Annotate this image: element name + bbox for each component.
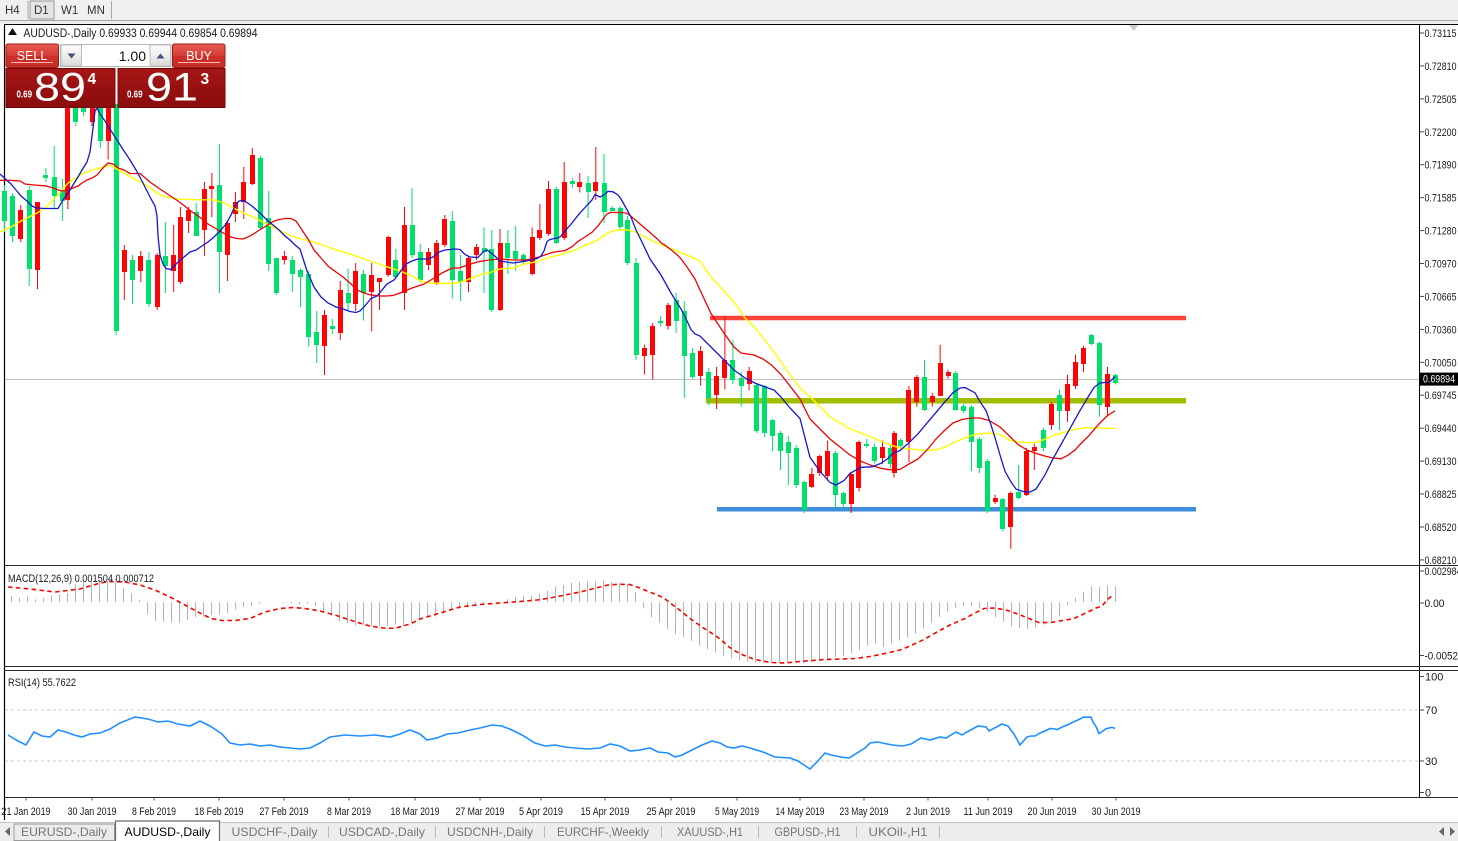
svg-text:3: 3 <box>201 71 210 88</box>
svg-text:30: 30 <box>1425 756 1437 768</box>
svg-text:0.69: 0.69 <box>17 90 33 101</box>
svg-text:0.69894: 0.69894 <box>1423 374 1455 386</box>
svg-text:89: 89 <box>34 66 86 110</box>
svg-text:0.71585: 0.71585 <box>1425 193 1457 205</box>
svg-text:W1: W1 <box>61 5 78 17</box>
svg-text:0.72505: 0.72505 <box>1425 94 1457 106</box>
svg-text:0.70050: 0.70050 <box>1425 357 1457 369</box>
svg-text:MN: MN <box>87 5 105 17</box>
svg-text:0.68210: 0.68210 <box>1425 555 1457 567</box>
svg-text:0.71280: 0.71280 <box>1425 226 1457 238</box>
svg-text:0.00: 0.00 <box>1425 598 1445 610</box>
svg-text:0.70360: 0.70360 <box>1425 324 1457 336</box>
svg-text:18 Mar 2019: 18 Mar 2019 <box>391 806 440 818</box>
svg-text:0.73115: 0.73115 <box>1425 28 1457 40</box>
svg-text:4: 4 <box>88 71 97 88</box>
svg-text:5 Apr 2019: 5 Apr 2019 <box>519 806 563 818</box>
svg-text:0: 0 <box>1425 788 1431 800</box>
svg-text:0.72810: 0.72810 <box>1425 61 1457 73</box>
svg-text:EURUSD-,Daily: EURUSD-,Daily <box>21 825 107 839</box>
svg-text:USDCNH-,Daily: USDCNH-,Daily <box>447 825 533 839</box>
svg-text:0.69745: 0.69745 <box>1425 390 1457 402</box>
svg-text:11 Jun 2019: 11 Jun 2019 <box>964 806 1013 818</box>
svg-text:0.72200: 0.72200 <box>1425 127 1457 139</box>
svg-text:EURCHF-,Weekly: EURCHF-,Weekly <box>557 825 649 839</box>
svg-text:15 Apr 2019: 15 Apr 2019 <box>581 806 630 818</box>
svg-text:0.002984: 0.002984 <box>1425 566 1458 578</box>
svg-text:0.69: 0.69 <box>127 90 143 101</box>
svg-text:GBPUSD-,H1: GBPUSD-,H1 <box>775 825 841 839</box>
svg-text:0.70970: 0.70970 <box>1425 259 1457 271</box>
svg-text:UKOil-,H1: UKOil-,H1 <box>869 825 928 839</box>
svg-text:BUY: BUY <box>186 49 212 63</box>
svg-text:0.71890: 0.71890 <box>1425 160 1457 172</box>
svg-text:1.00: 1.00 <box>119 48 146 64</box>
svg-text:27 Mar 2019: 27 Mar 2019 <box>456 806 505 818</box>
svg-text:USDCHF-,Daily: USDCHF-,Daily <box>232 825 318 839</box>
svg-text:5 May 2019: 5 May 2019 <box>715 806 759 818</box>
svg-text:27 Feb 2019: 27 Feb 2019 <box>260 806 309 818</box>
svg-text:XAUUSD-,H1: XAUUSD-,H1 <box>677 825 743 839</box>
svg-text:18 Feb 2019: 18 Feb 2019 <box>195 806 244 818</box>
svg-text:MACD(12,26,9) 0.001504 0.00071: MACD(12,26,9) 0.001504 0.000712 <box>8 573 154 585</box>
svg-text:RSI(14) 55.7622: RSI(14) 55.7622 <box>8 677 76 689</box>
svg-text:AUDUSD-,Daily: AUDUSD-,Daily <box>125 825 211 839</box>
svg-text:8 Feb 2019: 8 Feb 2019 <box>132 806 176 818</box>
svg-text:AUDUSD-,Daily 0.69933 0.69944: AUDUSD-,Daily 0.69933 0.69944 0.69854 0.… <box>24 28 259 40</box>
svg-text:USDCAD-,Daily: USDCAD-,Daily <box>339 825 425 839</box>
svg-text:D1: D1 <box>34 5 49 17</box>
svg-text:21 Jan 2019: 21 Jan 2019 <box>2 806 51 818</box>
svg-text:25 Apr 2019: 25 Apr 2019 <box>647 806 696 818</box>
svg-text:14 May 2019: 14 May 2019 <box>776 806 825 818</box>
svg-text:-0.00525: -0.00525 <box>1425 651 1458 663</box>
svg-text:100: 100 <box>1425 672 1443 684</box>
svg-text:0.68520: 0.68520 <box>1425 522 1457 534</box>
svg-text:SELL: SELL <box>17 49 48 63</box>
svg-text:30 Jun 2019: 30 Jun 2019 <box>1092 806 1141 818</box>
svg-text:0.69440: 0.69440 <box>1425 423 1457 435</box>
svg-text:0.70665: 0.70665 <box>1425 291 1457 303</box>
svg-text:0.68825: 0.68825 <box>1425 489 1457 501</box>
svg-text:20 Jun 2019: 20 Jun 2019 <box>1028 806 1077 818</box>
svg-text:91: 91 <box>146 66 198 110</box>
svg-text:70: 70 <box>1425 705 1437 717</box>
svg-text:30 Jan 2019: 30 Jan 2019 <box>68 806 117 818</box>
svg-text:0.69130: 0.69130 <box>1425 456 1457 468</box>
svg-text:H4: H4 <box>5 5 20 17</box>
svg-text:8 Mar 2019: 8 Mar 2019 <box>327 806 371 818</box>
svg-text:2 Jun 2019: 2 Jun 2019 <box>906 806 950 818</box>
svg-text:23 May 2019: 23 May 2019 <box>840 806 889 818</box>
